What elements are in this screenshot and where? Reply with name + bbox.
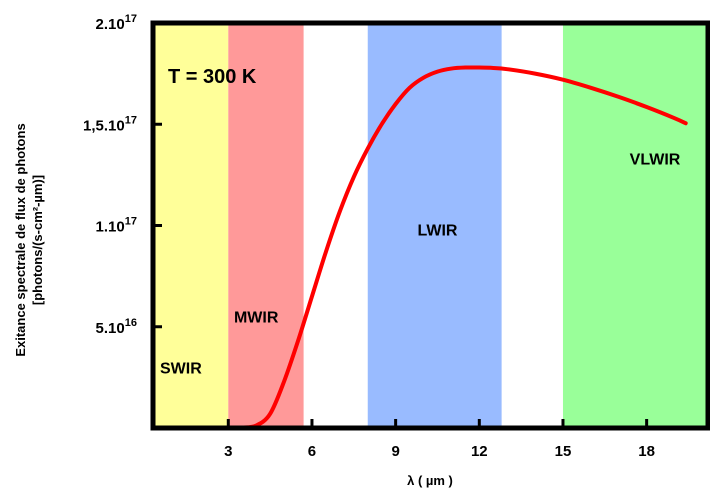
band-label-mwir: MWIR (234, 310, 279, 327)
temperature-annotation: T = 300 K (168, 66, 257, 88)
band-swir (153, 23, 229, 428)
y-tick-exponent-2: 17 (125, 114, 137, 126)
y-tick-exponent-0: 16 (125, 317, 137, 329)
x-tick-label-18: 18 (638, 443, 655, 460)
y-tick-label-2: 1,5.1017 (83, 114, 137, 134)
exitance-curve-0 (226, 65, 688, 430)
x-tick-label-3: 3 (224, 443, 232, 460)
band-label-lwir: LWIR (417, 223, 457, 240)
band-vlwir (562, 23, 708, 428)
y-tick-exponent-1: 17 (125, 216, 137, 228)
axis-ticks: 3 6 9 12 15 18 5.1016 1.1017 1,5.1017 2.1017 (83, 13, 655, 460)
y-tick-exponent-3: 17 (125, 13, 137, 25)
x-axis-title: λ ( µm ) (407, 473, 453, 488)
band-lwir (367, 23, 502, 428)
y-tick-label-1: 1.1017 (96, 216, 137, 236)
y-tick-label-0: 5.1016 (96, 317, 137, 337)
x-tick-label-6: 6 (308, 443, 316, 460)
y-axis-title-line1: Exitance spectrale de flux de photons (13, 123, 28, 356)
y-tick-label-3: 2.1017 (96, 13, 137, 33)
band-labels: SWIR MWIR LWIR VLWIR (160, 152, 681, 378)
x-tick-label-12: 12 (471, 443, 488, 460)
y-axis-title-line2: [photons/(s-cm²-µm)] (30, 175, 45, 305)
x-tick-label-15: 15 (555, 443, 572, 460)
spectral-bands (153, 23, 708, 428)
band-label-vlwir: VLWIR (630, 152, 681, 169)
x-tick-label-9: 9 (391, 443, 399, 460)
exitance-curve-layer (226, 65, 688, 430)
band-label-swir: SWIR (160, 360, 202, 377)
